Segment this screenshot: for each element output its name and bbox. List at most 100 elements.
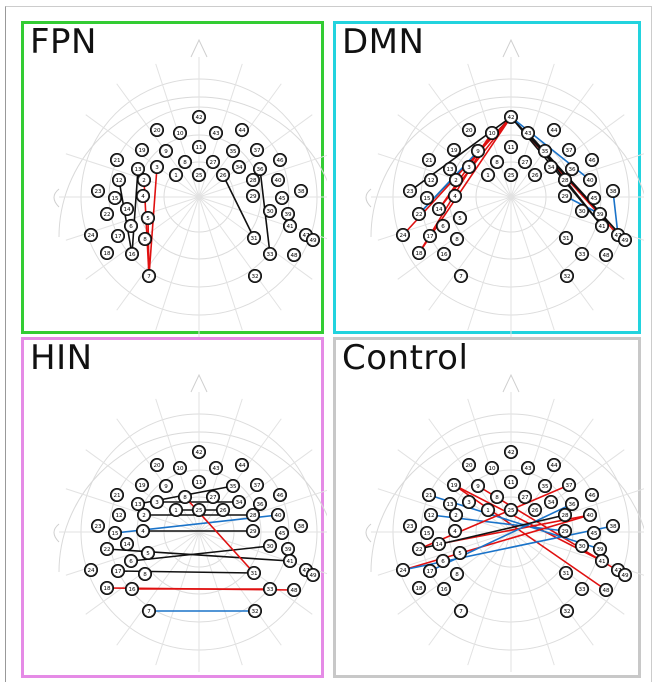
electrode: 12 — [112, 507, 127, 522]
electrode-label: 20 — [153, 128, 161, 134]
electrode: 43 — [520, 126, 535, 141]
electrode-label: 30 — [578, 544, 586, 550]
electrode-label: 16 — [440, 587, 448, 593]
electrode-label: 34 — [547, 165, 555, 171]
electrode: 6 — [124, 218, 139, 233]
electrode: 44 — [234, 458, 249, 473]
electrode-label: 4 — [453, 529, 457, 535]
electrode: 26 — [215, 502, 230, 517]
electrode-label: 30 — [578, 209, 586, 215]
electrode: 27 — [205, 489, 220, 504]
electrode: 48 — [286, 247, 301, 262]
connection-line — [612, 190, 619, 236]
electrode: 15 — [420, 190, 435, 205]
electrode: 46 — [584, 152, 599, 167]
electrode: 7 — [454, 603, 469, 618]
electrode: 31 — [558, 565, 573, 580]
electrode-label: 43 — [212, 131, 220, 137]
electrode-label: 2 — [142, 513, 146, 519]
electrode-label: 1 — [174, 508, 178, 514]
electrode: 10 — [172, 461, 187, 476]
electrode: 38 — [605, 518, 620, 533]
electrode-label: 44 — [238, 463, 246, 469]
electrode: 46 — [272, 487, 287, 502]
electrode-label: 19 — [450, 148, 458, 154]
electrode: 35 — [537, 143, 552, 158]
electrode-label: 45 — [278, 531, 286, 537]
electrode-label: 14 — [123, 207, 131, 213]
electrode: 35 — [225, 478, 240, 493]
electrode-label: 1 — [486, 173, 490, 179]
electrode: 45 — [274, 190, 289, 205]
panel-title-control: Control — [342, 338, 469, 378]
electrode: 25 — [503, 167, 518, 182]
left-ear-outline — [53, 523, 60, 543]
electrode: 1 — [480, 502, 495, 517]
electrode-label: 21 — [113, 158, 121, 164]
electrode: 20 — [150, 123, 165, 138]
electrode: 45 — [586, 190, 601, 205]
electrode-label: 40 — [586, 513, 594, 519]
electrode-label: 2 — [454, 513, 458, 519]
electrode-label: 36 — [568, 502, 576, 508]
electrode: 34 — [543, 494, 558, 509]
electrode-label: 22 — [103, 547, 110, 553]
electrode: 20 — [462, 123, 477, 138]
electrode-label: 31 — [562, 571, 570, 577]
electrode: 3 — [462, 159, 477, 174]
electrode: 3 — [150, 159, 165, 174]
electrode-label: 27 — [521, 160, 529, 166]
electrode: 12 — [112, 172, 127, 187]
electrode: 9 — [470, 478, 485, 493]
electrode: 15 — [420, 525, 435, 540]
electrode-label: 38 — [297, 189, 305, 195]
electrode: 41 — [594, 553, 609, 568]
electrode: 36 — [564, 496, 579, 511]
electrode-label: 45 — [590, 531, 598, 537]
electrode: 18 — [412, 245, 427, 260]
panel-title-dmn: DMN — [342, 22, 425, 62]
electrode-label: 43 — [524, 131, 532, 137]
electrode-label: 26 — [219, 508, 227, 514]
electrode: 42 — [191, 445, 206, 460]
electrode-label: 3 — [155, 165, 159, 171]
electrode-label: 27 — [521, 495, 529, 501]
electrode: 14 — [120, 536, 135, 551]
electrode: 33 — [262, 246, 277, 261]
electrode-label: 7 — [147, 274, 151, 280]
electrode-label: 17 — [426, 234, 434, 240]
electrode-label: 37 — [565, 483, 573, 489]
electrode: 8 — [450, 566, 465, 581]
electrode: 8 — [177, 489, 192, 504]
electrode: 16 — [125, 581, 140, 596]
electrode-label: 15 — [111, 196, 119, 202]
electrode-label: 11 — [507, 480, 515, 486]
electrode: 17 — [111, 228, 126, 243]
electrode-label: 7 — [147, 609, 151, 615]
electrode-label: 33 — [578, 587, 586, 593]
electrode: 10 — [484, 126, 499, 141]
electrode-label: 23 — [94, 189, 102, 195]
electrode-label: 35 — [541, 149, 549, 155]
electrode: 41 — [282, 553, 297, 568]
electrodes: 1234567891011121314151617181920212223242… — [396, 110, 632, 283]
electrode: 7 — [142, 603, 157, 618]
electrode: 19 — [447, 142, 462, 157]
nose-outline — [190, 373, 208, 393]
electrode-label: 13 — [446, 167, 454, 173]
electrode-label: 16 — [128, 587, 136, 593]
electrode: 8 — [489, 489, 504, 504]
electrode-label: 47 — [302, 568, 310, 574]
electrode: 44 — [546, 458, 561, 473]
electrode: 14 — [120, 201, 135, 216]
electrode: 21 — [110, 487, 125, 502]
electrode: 46 — [584, 487, 599, 502]
electrode: 34 — [231, 494, 246, 509]
electrode: 42 — [503, 110, 518, 125]
electrode: 24 — [396, 227, 411, 242]
electrode-label: 11 — [195, 145, 203, 151]
electrode: 38 — [293, 518, 308, 533]
electrode-label: 8 — [183, 495, 187, 501]
electrode-label: 8 — [495, 495, 499, 501]
electrode-label: 7 — [459, 609, 463, 615]
